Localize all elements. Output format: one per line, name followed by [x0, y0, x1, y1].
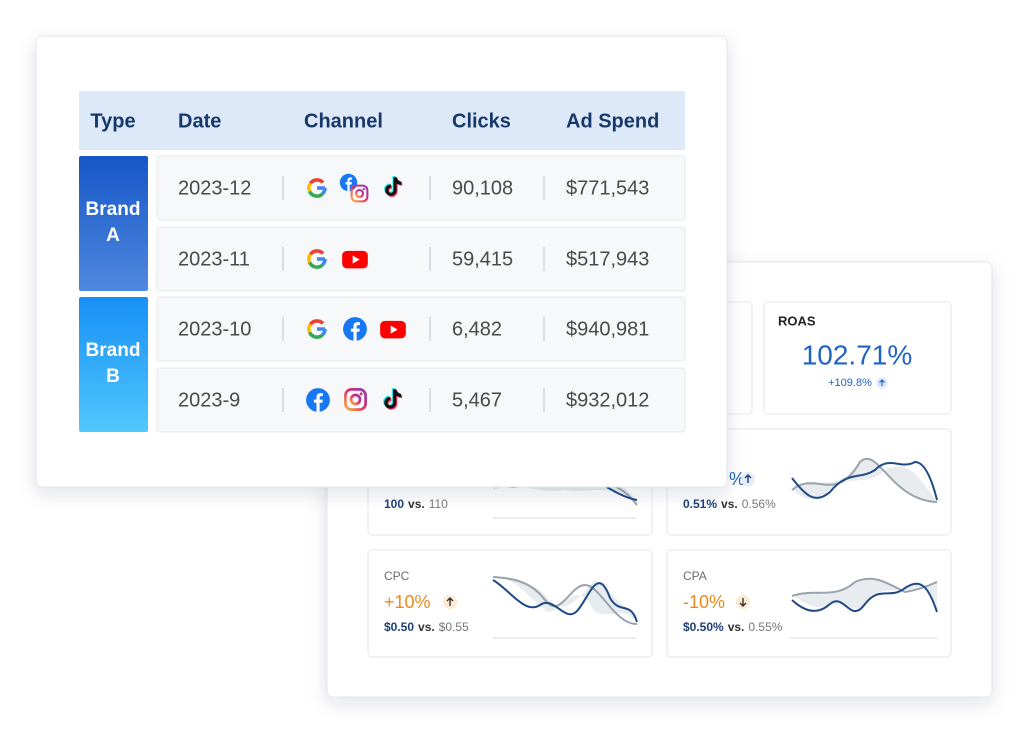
table-row: 2023-10 6,482 $940,981	[156, 296, 686, 362]
date-cell: 2023-10	[178, 318, 251, 340]
type-cell	[79, 297, 148, 432]
metric-change: +10%	[384, 592, 431, 612]
current-value: $0.50%	[683, 620, 724, 634]
type-label: Brand	[86, 340, 141, 361]
sparkline-previous	[791, 577, 938, 597]
sparkline-area	[493, 577, 637, 622]
clicks-cell: 90,108	[452, 177, 513, 199]
facebook-icon	[343, 317, 367, 341]
sparkline-previous	[492, 576, 638, 626]
up-icon	[741, 472, 755, 486]
date-cell: 2023-11	[178, 248, 250, 270]
previous-value: $0.55	[439, 620, 469, 634]
vs-label: vs.	[721, 497, 738, 511]
roas-card	[763, 301, 952, 415]
sparkline-area	[792, 579, 937, 612]
metric-change: -10%	[683, 592, 725, 612]
down-icon	[736, 595, 750, 609]
up-icon	[876, 377, 888, 389]
vs-label: vs.	[418, 620, 435, 634]
header-cell: Clicks	[452, 110, 511, 132]
date-cell: 2023-12	[178, 177, 251, 199]
table-panel: Type Date Channel Clicks Ad Spend Brand …	[35, 35, 728, 488]
table-row: 2023-11 59,415 $517,943	[156, 226, 686, 292]
youtube-icon	[342, 250, 368, 269]
sparkline-current	[791, 460, 938, 501]
table-row: 2023-9 5,467 $932,012	[156, 367, 686, 433]
spend-cell: $771,543	[566, 177, 649, 199]
roas-change: +109.8%	[828, 377, 872, 389]
vs-label: vs.	[728, 620, 745, 634]
clicks-cell: 5,467	[452, 389, 502, 411]
spend-cell: $932,012	[566, 389, 649, 411]
sparkline-current	[492, 579, 638, 623]
clicks-cell: 6,482	[452, 318, 502, 340]
metric-label: CPA	[683, 569, 707, 583]
type-cell	[79, 156, 148, 291]
sparkline-previous	[791, 457, 938, 503]
clicks-cell: 59,415	[452, 248, 513, 270]
header-cell: Channel	[304, 110, 383, 132]
previous-value: 0.55%	[748, 620, 782, 634]
current-value: 0.51%	[683, 497, 717, 511]
previous-value: 110	[429, 497, 448, 511]
type-label: B	[106, 366, 120, 387]
comparison: 100 vs. 110	[384, 497, 448, 511]
comparison: 0.51% vs. 0.56%	[683, 497, 776, 511]
sparkline-current	[791, 582, 938, 613]
current-value: $0.50	[384, 620, 414, 634]
spend-cell: $517,943	[566, 248, 649, 270]
facebook-icon	[339, 173, 358, 192]
up-icon	[443, 595, 457, 609]
metric-label: CPC	[384, 569, 410, 583]
previous-value: 0.56%	[742, 497, 776, 511]
type-label: Brand	[86, 199, 141, 220]
table-header	[79, 91, 685, 150]
comparison: $0.50 vs. $0.55	[384, 620, 469, 634]
header-cell: Type	[90, 110, 135, 132]
type-label: A	[106, 225, 120, 246]
spend-cell: $940,981	[566, 318, 649, 340]
current-value: 100	[384, 497, 404, 511]
youtube-icon	[380, 320, 406, 339]
vs-label: vs.	[408, 497, 425, 511]
metric-change: %	[729, 469, 745, 489]
cpc-card	[367, 549, 653, 658]
date-cell: 2023-9	[178, 389, 240, 411]
comparison: $0.50% vs. 0.55%	[683, 620, 783, 634]
table-row: 2023-12 90,108 $771,543	[156, 155, 686, 221]
sparkline-area	[792, 458, 937, 502]
roas-label: ROAS	[778, 313, 816, 328]
facebook-icon	[306, 388, 330, 412]
header-cell: Ad Spend	[566, 110, 659, 132]
roas-value: 102.71%	[802, 339, 913, 370]
header-cell: Date	[178, 110, 221, 132]
